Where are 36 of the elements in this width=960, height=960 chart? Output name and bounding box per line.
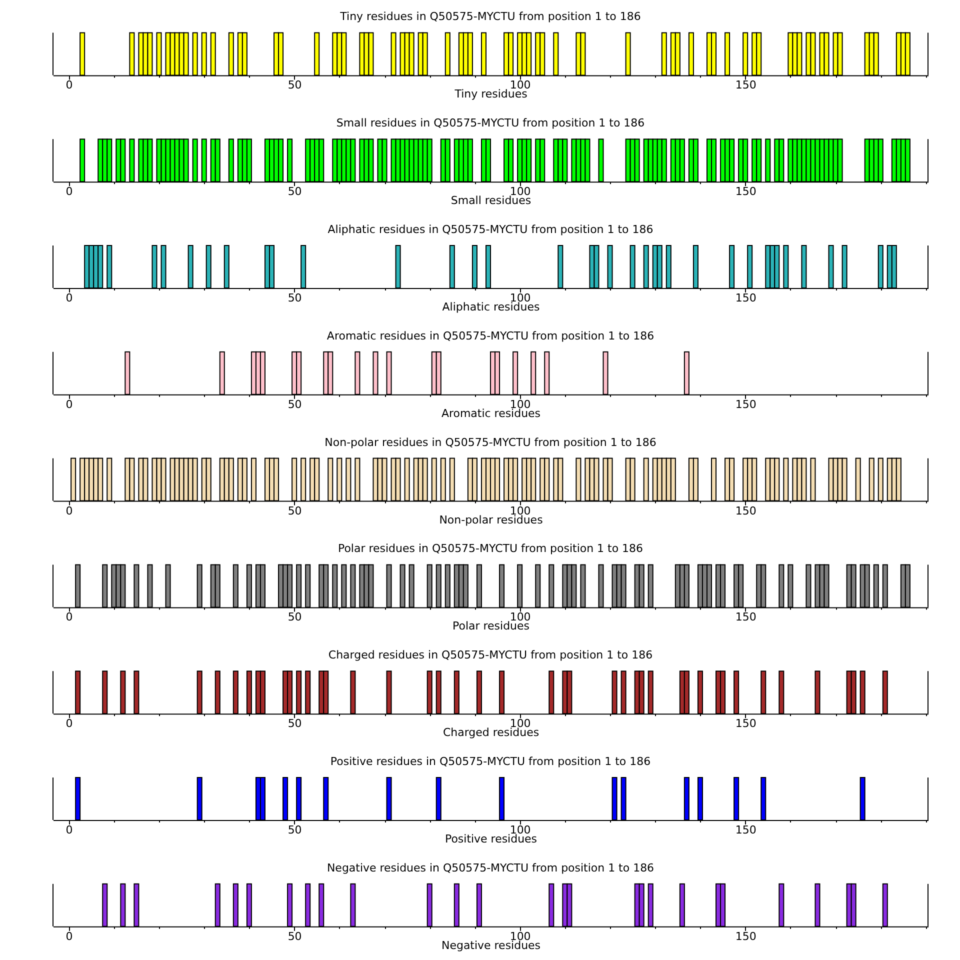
x-tick-label: 0	[66, 291, 73, 304]
x-tick-label: 150	[735, 291, 756, 304]
x-tick-label: 150	[735, 504, 756, 518]
x-tick-label: 50	[288, 717, 302, 730]
x-tick-label: 150	[735, 717, 756, 730]
x-tick-label: 150	[735, 610, 756, 624]
x-tick-label: 0	[66, 185, 73, 198]
chart-title: Small residues in Q50575-MYCTU from position 1 to 186	[336, 116, 645, 130]
x-tick-label: 150	[735, 823, 756, 836]
x-tick-label: 0	[66, 717, 73, 730]
chart-title: Positive residues in Q50575-MYCTU from position 1 to 186	[330, 754, 651, 768]
x-tick-label: 0	[66, 823, 73, 836]
x-tick-label: 50	[288, 398, 302, 411]
x-tick-label: 50	[288, 78, 302, 92]
x-tick-label: 150	[735, 930, 756, 943]
x-tick-label: 0	[66, 398, 73, 411]
chart-title: Non-polar residues in Q50575-MYCTU from position 1 to 186	[324, 436, 656, 449]
x-tick-label: 150	[735, 185, 756, 198]
chart-title: Negative residues in Q50575-MYCTU from position 1 to 186	[326, 861, 654, 874]
x-tick-label: 0	[66, 504, 73, 518]
x-tick-label: 0	[66, 930, 73, 943]
chart-title: Tiny residues in Q50575-MYCTU from position 1 to 186	[339, 10, 641, 24]
x-tick-label: 50	[288, 823, 302, 836]
x-tick-label: 0	[66, 610, 73, 624]
x-tick-label: 0	[66, 78, 73, 92]
x-tick-label: 50	[288, 930, 302, 943]
x-tick-label: 150	[735, 78, 756, 92]
chart-title: Charged residues in Q50575-MYCTU from position 1 to 186	[328, 648, 653, 662]
x-tick-label: 50	[288, 291, 302, 304]
x-tick-label: 50	[288, 610, 302, 624]
chart-title: Aromatic residues in Q50575-MYCTU from position 1 to 186	[326, 329, 654, 342]
chart-title: Aliphatic residues in Q50575-MYCTU from position 1 to 186	[328, 222, 654, 236]
x-tick-label: 50	[288, 504, 302, 518]
x-tick-label: 50	[288, 185, 302, 198]
chart-title: Polar residues in Q50575-MYCTU from position 1 to 186	[338, 542, 644, 556]
x-tick-label: 150	[735, 398, 756, 411]
